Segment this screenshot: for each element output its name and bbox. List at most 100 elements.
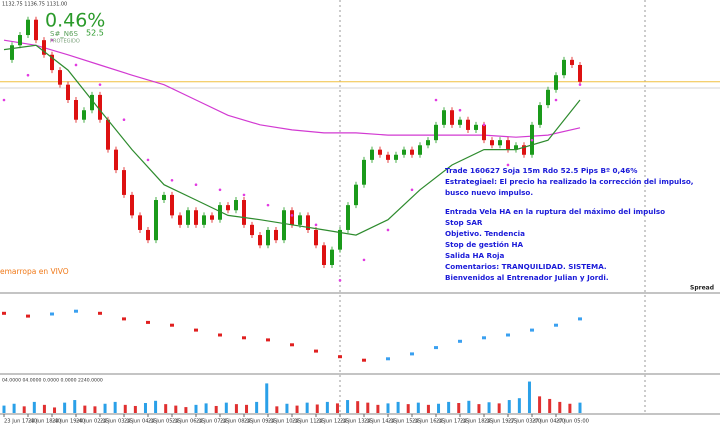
volume-bar bbox=[467, 400, 471, 413]
candle-body bbox=[442, 110, 446, 125]
candle-body bbox=[402, 149, 406, 155]
volume-bar bbox=[154, 400, 158, 413]
volume-bar bbox=[113, 401, 117, 413]
candle-body bbox=[466, 119, 470, 130]
fast-moving-average bbox=[3, 44, 581, 236]
volume-bar bbox=[386, 403, 390, 413]
volume-bar bbox=[416, 402, 420, 413]
volume-bar bbox=[487, 402, 491, 413]
time-label: 23 Jun 19:40 bbox=[52, 419, 85, 425]
candle-body bbox=[506, 140, 510, 150]
annotation-line: busco nuevo impulso. bbox=[445, 188, 533, 197]
time-label: 24 Jun 10:15 bbox=[268, 419, 301, 425]
volume-bar bbox=[396, 401, 400, 413]
annotation-line: Objetivo. Tendencia bbox=[445, 229, 525, 238]
volume-bar bbox=[204, 403, 208, 413]
sar-dot bbox=[482, 123, 486, 127]
candle-body bbox=[178, 215, 182, 225]
oscillator-point bbox=[290, 343, 294, 347]
volume-bar bbox=[234, 404, 238, 413]
sar-dot bbox=[386, 228, 390, 232]
candle-body bbox=[346, 205, 350, 230]
candle-body bbox=[450, 110, 454, 125]
sar-dot bbox=[122, 118, 126, 122]
candle-body bbox=[130, 194, 134, 216]
volume-bar bbox=[255, 401, 259, 413]
volume-bar bbox=[366, 402, 370, 413]
candle-body bbox=[458, 119, 462, 125]
annotation-line: Trade 160627 Soja 15m Rdo 52.5 Pips Bº 0… bbox=[445, 166, 637, 175]
volume-bar bbox=[376, 404, 380, 413]
time-label: 24 Jun 14:15 bbox=[364, 419, 397, 425]
volume-bar bbox=[507, 400, 511, 413]
candle-body bbox=[290, 210, 294, 225]
candle-body bbox=[50, 54, 54, 71]
oscillator-point bbox=[506, 333, 510, 337]
sar-dot bbox=[242, 193, 246, 197]
candle-body bbox=[362, 159, 366, 185]
candle-body bbox=[194, 210, 198, 225]
oscillator-point bbox=[386, 357, 390, 361]
candle-body bbox=[522, 145, 526, 155]
candle-body bbox=[490, 140, 494, 146]
candle-body bbox=[546, 89, 550, 106]
volume-bar bbox=[275, 406, 279, 413]
time-label: 24 Jun 19:15 bbox=[484, 419, 517, 425]
candle-body bbox=[354, 184, 358, 206]
oscillator-point bbox=[50, 312, 54, 316]
volume-bar bbox=[143, 403, 147, 413]
sar-dot bbox=[434, 98, 438, 102]
volume-bar bbox=[517, 398, 521, 413]
oscillator-point bbox=[146, 320, 150, 324]
candle-body bbox=[138, 215, 142, 230]
sar-dot bbox=[554, 98, 558, 102]
volume-bar bbox=[538, 396, 542, 413]
time-label: 24 Jun 13:15 bbox=[340, 419, 373, 425]
candle-body bbox=[202, 215, 206, 225]
volume-bar bbox=[133, 405, 137, 413]
volume-bar bbox=[63, 402, 67, 413]
oscillator-point bbox=[74, 309, 78, 313]
time-label: 24 Jun 15:15 bbox=[388, 419, 421, 425]
candle-body bbox=[410, 149, 414, 155]
sar-dot bbox=[218, 188, 222, 192]
live-label: emarropa en VIVO bbox=[0, 267, 69, 276]
sar-dot bbox=[338, 279, 342, 282]
volume-bar bbox=[83, 405, 87, 413]
candle-body bbox=[98, 94, 102, 120]
volume-bar bbox=[93, 406, 97, 413]
volume-bar bbox=[315, 404, 319, 413]
candle-body bbox=[562, 59, 566, 76]
volume-bar bbox=[245, 404, 249, 413]
annotation-line: Stop SAR bbox=[445, 218, 483, 227]
candle-body bbox=[370, 149, 374, 160]
sar-dot bbox=[194, 183, 198, 186]
volume-bar bbox=[325, 401, 329, 413]
candle-body bbox=[426, 140, 430, 146]
time-label: 24 Jun 09:15 bbox=[244, 419, 277, 425]
candle-body bbox=[330, 249, 334, 265]
candle-body bbox=[266, 229, 270, 246]
sar-dot bbox=[578, 83, 582, 86]
time-label: 24 Jun 06:15 bbox=[172, 419, 205, 425]
sar-dot bbox=[2, 98, 6, 102]
oscillator-point bbox=[266, 338, 270, 342]
time-label: 24 Jun 12:15 bbox=[316, 419, 349, 425]
oscillator-point bbox=[482, 336, 486, 340]
candle-body bbox=[386, 154, 390, 160]
oscillator-point bbox=[2, 311, 6, 315]
candle-body bbox=[18, 35, 22, 46]
oscillator-point bbox=[530, 328, 534, 332]
volume-bar bbox=[346, 400, 350, 413]
candle-body bbox=[218, 205, 222, 220]
volume-bar bbox=[224, 402, 228, 413]
volume-bar bbox=[174, 405, 178, 413]
pips-label: 52.5 bbox=[86, 29, 104, 38]
candle-body bbox=[298, 215, 302, 225]
candle-body bbox=[338, 229, 342, 250]
candle-body bbox=[74, 100, 78, 120]
volume-bar bbox=[265, 383, 269, 413]
annotation-line: Entrada Vela HA en la ruptura del máximo… bbox=[445, 207, 665, 216]
candle-body bbox=[146, 229, 150, 241]
